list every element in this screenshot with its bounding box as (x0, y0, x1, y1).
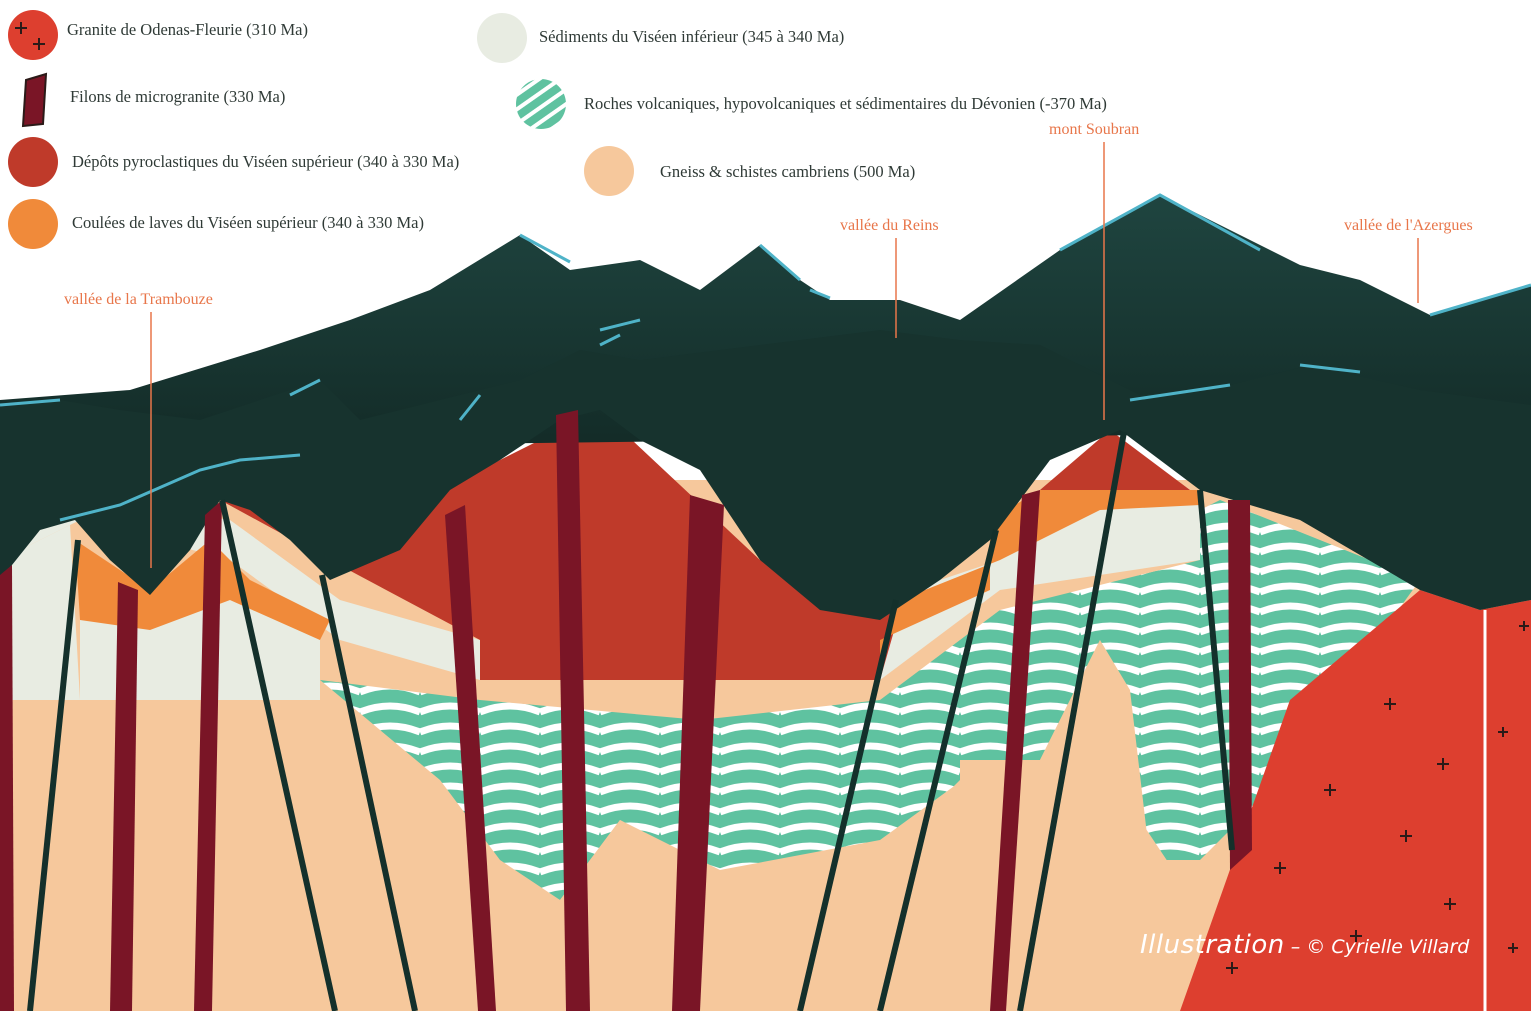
microgranite-dykes (0, 410, 1252, 1011)
lava-flows-right (880, 490, 1200, 660)
legend-item-gneiss: Gneiss & schistes cambriens (500 Ma) (660, 162, 915, 182)
legend-label-visean-sediments: Sédiments du Viséen inférieur (345 à 340… (539, 27, 845, 46)
devonian-volcanic-layer (320, 500, 1420, 900)
place-label-reins: vallée du Reins (840, 217, 939, 234)
visean-sediments-layer (0, 500, 1200, 680)
ridge-highlight-back (519, 193, 1531, 332)
legend-label-lava: Coulées de laves du Viséen supérieur (34… (72, 213, 424, 232)
legend-label-pyroclastic: Dépôts pyroclastiques du Viséen supérieu… (72, 152, 460, 171)
illustration-credit: Illustration – © Cyrielle Villard (1140, 930, 1469, 960)
legend-label-gneiss: Gneiss & schistes cambriens (500 Ma) (660, 162, 916, 181)
legend-label-microgranite: Filons de microgranite (330 Ma) (70, 87, 286, 106)
legend-item-microgranite: Filons de microgranite (330 Ma) (70, 87, 285, 107)
credit-separator: – (1284, 936, 1307, 958)
place-leader-lines (150, 142, 1419, 568)
granite-crosses (1226, 621, 1529, 974)
legend-item-lava: Coulées de laves du Viséen supérieur (34… (72, 213, 424, 233)
legend-item-visean-sediments: Sédiments du Viséen inférieur (345 à 340… (539, 27, 844, 47)
place-label-soubran: mont Soubran (1049, 121, 1140, 138)
pyroclastic-right (1040, 430, 1190, 500)
legend-item-granite: Granite de Odenas-Fleurie (310 Ma) (67, 20, 308, 40)
legend-item-devonian: Roches volcaniques, hypovolcaniques et s… (584, 94, 1107, 114)
mountains-back (0, 195, 1531, 450)
granite-layer (1180, 590, 1531, 1011)
gneiss-dome (960, 640, 1230, 1011)
credit-prefix: Illustration (1140, 930, 1285, 960)
fault-lines (27, 431, 1235, 1011)
legend-label-devonian: Roches volcaniques, hypovolcaniques et s… (584, 94, 1107, 113)
place-label-azergues: vallée de l'Azergues (1344, 217, 1473, 234)
ridge-highlight-front (0, 333, 1361, 522)
credit-author: © Cyrielle Villard (1306, 936, 1470, 958)
legend-item-pyroclastic: Dépôts pyroclastiques du Viséen supérieu… (72, 152, 459, 172)
legend-swatches (8, 10, 634, 249)
legend-label-granite: Granite de Odenas-Fleurie (310 Ma) (67, 20, 308, 39)
place-label-trambouze: vallée de la Trambouze (64, 291, 213, 308)
lava-flows-layer (75, 540, 330, 640)
mountains-front (0, 330, 1531, 620)
